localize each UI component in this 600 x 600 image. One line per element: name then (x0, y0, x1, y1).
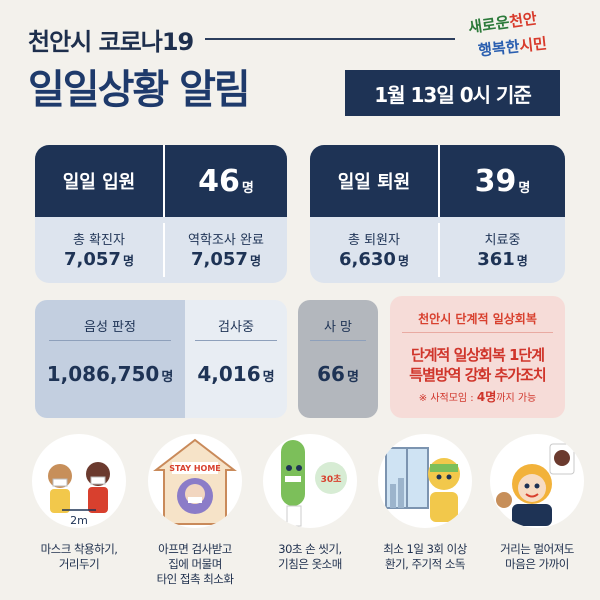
gathering-note: ※ 사적모임 : 4명까지 가능 (418, 390, 537, 404)
death-value: 66 명 (317, 362, 359, 386)
tip-mask-distance: 2m 마스크 착용하기, 거리두기 (24, 434, 134, 594)
title-rule (205, 38, 455, 40)
total-confirmed-value: 7,057 명 (64, 249, 134, 270)
total-discharged-value: 6,630 명 (339, 249, 409, 270)
pending-test-value: 4,016 명 (197, 362, 275, 386)
ventilation-illustration (378, 434, 472, 528)
daily-discharge-label: 일일 퇴원 (337, 172, 411, 193)
svg-text:30초: 30초 (321, 474, 343, 485)
tip-stay-home: STAY HOME 아프면 검사받고 집에 머물며 타인 접촉 최소화 (140, 434, 250, 594)
tip-hand-washing: 30초 30초 손 씻기, 기침은 옷소매 (255, 434, 365, 594)
city-title: 천안시 코로나19 (28, 28, 194, 56)
svg-text:2m: 2m (70, 514, 88, 527)
tip-caption: 아프면 검사받고 집에 머물며 타인 접촉 최소화 (156, 542, 234, 586)
pending-test-label: 검사중 (218, 320, 254, 335)
negative-value: 1,086,750 명 (46, 362, 174, 386)
recovery-line-2: 특별방역 강화 추가조치 (409, 366, 546, 384)
stay-home-illustration: STAY HOME (148, 434, 242, 528)
in-treatment-label: 치료중 (484, 233, 521, 248)
daily-admission-label: 일일 입원 (62, 172, 136, 193)
header: 천안시 코로나19 일일상황 알림 1월 13일 0시 기준 새로운천안 행복한… (0, 0, 600, 130)
recovery-line-1: 단계적 일상회복 1단계 (410, 346, 545, 364)
mask-distance-illustration: 2m (32, 434, 126, 528)
page-title: 일일상황 알림 (28, 67, 251, 113)
recovery-notice: 천안시 단계적 일상회복 단계적 일상회복 1단계 특별방역 강화 추가조치 ※… (390, 296, 565, 418)
total-discharged-label: 총 퇴원자 (348, 233, 400, 248)
negative-label: 음성 판정 (84, 320, 136, 335)
death-card: 사 망 66 명 (298, 300, 378, 418)
testing-card: 음성 판정 1,086,750 명 검사중 4,016 명 (35, 300, 287, 418)
date-basis-badge: 1월 13일 0시 기준 (345, 70, 560, 116)
city-slogan-logo: 새로운천안 행복한시민 (467, 9, 548, 60)
daily-admission-value: 46 명 (198, 163, 254, 199)
recovery-title: 천안시 단계적 일상회복 (418, 312, 537, 326)
tip-caption: 마스크 착용하기, 거리두기 (40, 542, 118, 571)
daily-discharge-value: 39 명 (474, 163, 531, 199)
hand-washing-illustration: 30초 (263, 434, 357, 528)
admission-card: 일일 입원 46 명 총 확진자 7,057 명 역학조사 완료 7,057 명 (35, 145, 287, 283)
stay-close-illustration (490, 434, 584, 528)
tip-stay-close: 거리는 멀어져도 마음은 가까이 (482, 434, 592, 594)
tip-ventilation: 최소 1일 3회 이상 환기, 주기적 소독 (370, 434, 480, 594)
tip-caption: 30초 손 씻기, 기침은 옷소매 (278, 542, 342, 571)
svg-text:STAY HOME: STAY HOME (169, 464, 221, 473)
in-treatment-value: 361 명 (477, 249, 528, 270)
total-confirmed-label: 총 확진자 (73, 233, 125, 248)
discharge-card: 일일 퇴원 39 명 총 퇴원자 6,630 명 치료중 361 명 (310, 145, 565, 283)
tip-caption: 최소 1일 3회 이상 환기, 주기적 소독 (383, 542, 467, 571)
death-label: 사 망 (323, 320, 353, 335)
epi-investigation-label: 역학조사 완료 (188, 233, 264, 248)
tip-caption: 거리는 멀어져도 마음은 가까이 (500, 542, 574, 571)
epi-investigation-value: 7,057 명 (191, 249, 261, 270)
